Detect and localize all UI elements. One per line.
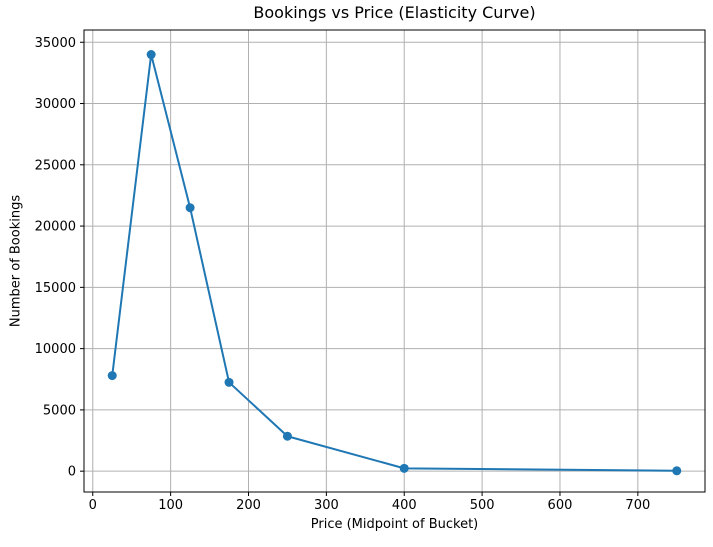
y-tick-label: 35000: [35, 36, 76, 51]
y-tick-label: 5000: [43, 403, 76, 418]
x-tick-label: 300: [314, 498, 339, 513]
y-tick-label: 0: [68, 465, 76, 480]
x-tick-label: 100: [158, 498, 183, 513]
y-tick-label: 15000: [35, 281, 76, 296]
y-tick-label: 10000: [35, 342, 76, 357]
x-axis-label: Price (Midpoint of Bucket): [310, 517, 479, 532]
x-tick-label: 700: [625, 498, 650, 513]
chart-title: Bookings vs Price (Elasticity Curve): [253, 3, 536, 22]
data-point-marker: [672, 466, 682, 476]
axes-spines: [83, 29, 706, 493]
data-point-marker: [399, 463, 409, 473]
x-tick-label: 500: [470, 498, 495, 513]
x-tick-label: 600: [548, 498, 573, 513]
data-point-marker: [282, 431, 292, 441]
data-point-marker: [107, 371, 117, 381]
data-line: [111, 53, 677, 472]
y-tick-label: 30000: [35, 97, 76, 112]
x-tick-label: 200: [236, 498, 261, 513]
x-tick-label: 400: [392, 498, 417, 513]
data-point-marker: [146, 50, 156, 60]
data-point-marker: [224, 377, 234, 387]
y-tick-label: 20000: [35, 220, 76, 235]
x-tick-label: 0: [89, 498, 97, 513]
data-point-marker: [185, 203, 195, 213]
y-tick-label: 25000: [35, 158, 76, 173]
